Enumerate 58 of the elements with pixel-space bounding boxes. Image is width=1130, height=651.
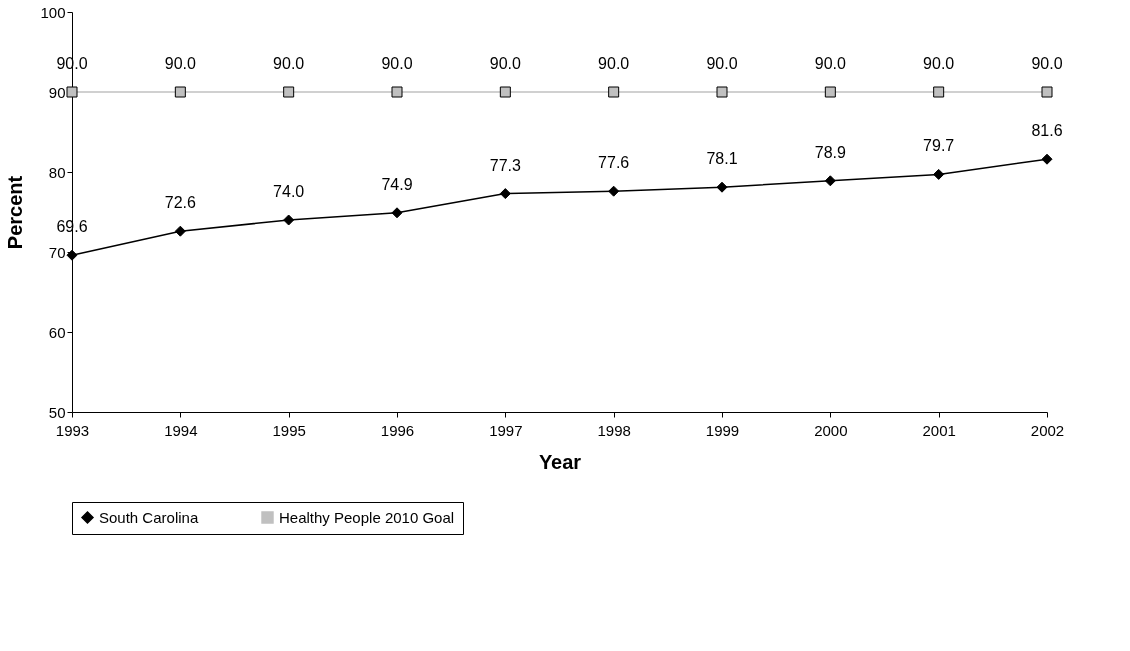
x-tick-label: 1997 (489, 421, 523, 439)
data-label: 77.3 (489, 156, 522, 174)
data-label: 90.0 (164, 55, 197, 72)
point (66, 249, 78, 261)
data-label: 90.0 (381, 55, 413, 72)
data-label: 74.0 (273, 183, 305, 200)
data-label: 90.0 (923, 55, 955, 72)
x-tick-label: 1993 (55, 421, 90, 439)
point (933, 168, 945, 180)
data-label: 90.0 (598, 55, 630, 72)
point (391, 207, 403, 219)
point (824, 175, 836, 187)
data-label: 78.9 (814, 143, 847, 161)
point (716, 86, 728, 98)
y-tick-label: 60 (48, 323, 66, 341)
point (824, 86, 836, 98)
point (1041, 86, 1053, 98)
point (1041, 153, 1053, 165)
point (499, 188, 511, 200)
point (608, 86, 620, 98)
data-label: 77.6 (598, 154, 630, 172)
data-label: 90.0 (1031, 55, 1063, 72)
data-label: 90.0 (814, 55, 847, 72)
x-tick-label: 1994 (164, 421, 198, 439)
point (608, 185, 620, 197)
y-tick-label: 90 (48, 83, 66, 101)
data-label: 90.0 (706, 55, 738, 72)
point (283, 86, 295, 98)
x-tick-label: 2002 (1030, 421, 1065, 439)
x-tick-label: 1999 (705, 421, 740, 439)
x-axis-title: Year (538, 450, 582, 473)
point (174, 86, 186, 98)
data-label: 74.9 (381, 175, 413, 193)
data-label: 78.1 (706, 150, 738, 168)
point (283, 214, 295, 226)
y-tick-label: 70 (48, 243, 66, 261)
point (174, 225, 186, 237)
data-label: 90.0 (489, 55, 522, 72)
y-axis-title: Percent (4, 175, 27, 250)
point (933, 86, 945, 98)
x-tick-label: 2001 (922, 421, 956, 439)
legend-label: Healthy People 2010 Goal (279, 508, 455, 526)
data-label: 90.0 (273, 55, 305, 72)
point (716, 181, 728, 193)
x-tick-label: 1995 (272, 421, 306, 439)
y-tick-label: 100 (40, 3, 66, 21)
x-tick-label: 1998 (597, 421, 631, 439)
point (391, 86, 403, 98)
legend-label: South Carolina (99, 508, 199, 526)
point (499, 86, 511, 98)
data-label: 79.7 (923, 137, 955, 155)
x-tick-label: 1996 (380, 421, 415, 439)
data-label: 81.6 (1031, 122, 1063, 140)
point (66, 86, 78, 98)
x-tick-label: 2000 (814, 421, 848, 439)
y-tick-label: 80 (48, 163, 66, 181)
data-label: 72.6 (164, 194, 197, 212)
y-tick-label: 50 (48, 403, 66, 421)
